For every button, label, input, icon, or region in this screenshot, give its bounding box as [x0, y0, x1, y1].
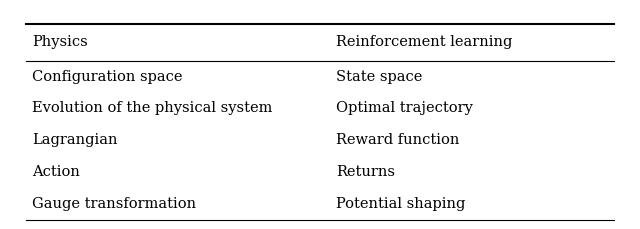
Text: State space: State space — [336, 70, 422, 84]
Text: Configuration space: Configuration space — [32, 70, 182, 84]
Text: Physics: Physics — [32, 35, 88, 49]
Text: Optimal trajectory: Optimal trajectory — [336, 101, 473, 115]
Text: Lagrangian: Lagrangian — [32, 133, 118, 147]
Text: Gauge transformation: Gauge transformation — [32, 197, 196, 211]
Text: Reinforcement learning: Reinforcement learning — [336, 35, 513, 49]
Text: Potential shaping: Potential shaping — [336, 197, 465, 211]
Text: Reward function: Reward function — [336, 133, 460, 147]
Text: Action: Action — [32, 165, 80, 179]
Text: Evolution of the physical system: Evolution of the physical system — [32, 101, 273, 115]
Text: Returns: Returns — [336, 165, 395, 179]
